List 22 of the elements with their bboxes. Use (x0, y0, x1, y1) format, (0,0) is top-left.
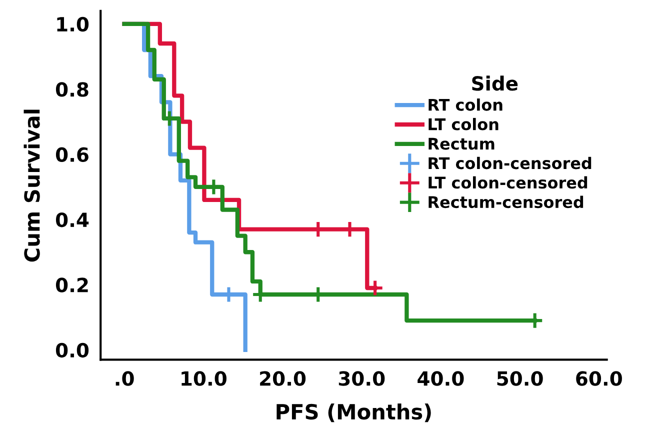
x-tick-label: 30.0 (338, 371, 385, 386)
y-tick-label: 1.0 (57, 16, 89, 32)
x-tick-label: 20.0 (260, 371, 306, 386)
legend-label: RT colon (428, 98, 502, 111)
legend-label: RT colon-censored (428, 156, 592, 170)
x-tick-label: 60.0 (576, 371, 622, 386)
legend-label: Rectum (428, 138, 494, 150)
y-tick-label: 0.6 (56, 147, 88, 162)
x-tick-label: 10.0 (182, 371, 226, 386)
legend-label: Rectum-censored (428, 196, 584, 208)
legend-title: Side (472, 76, 518, 91)
y-tick-label: 0.2 (56, 278, 88, 292)
x-tick-label: .0 (116, 371, 134, 386)
y-axis-title: Cum Survival (24, 110, 40, 262)
x-axis-title: PFS (Months) (276, 404, 431, 422)
x-tick-label: 50.0 (497, 371, 543, 386)
legend-label: LT colon-censored (428, 176, 588, 189)
y-tick-label: 0.8 (56, 82, 88, 97)
x-tick-label: 40.0 (418, 371, 464, 386)
y-tick-label: 0.0 (56, 342, 89, 358)
y-tick-label: 0.4 (56, 212, 89, 228)
legend-label: LT colon (428, 118, 498, 130)
